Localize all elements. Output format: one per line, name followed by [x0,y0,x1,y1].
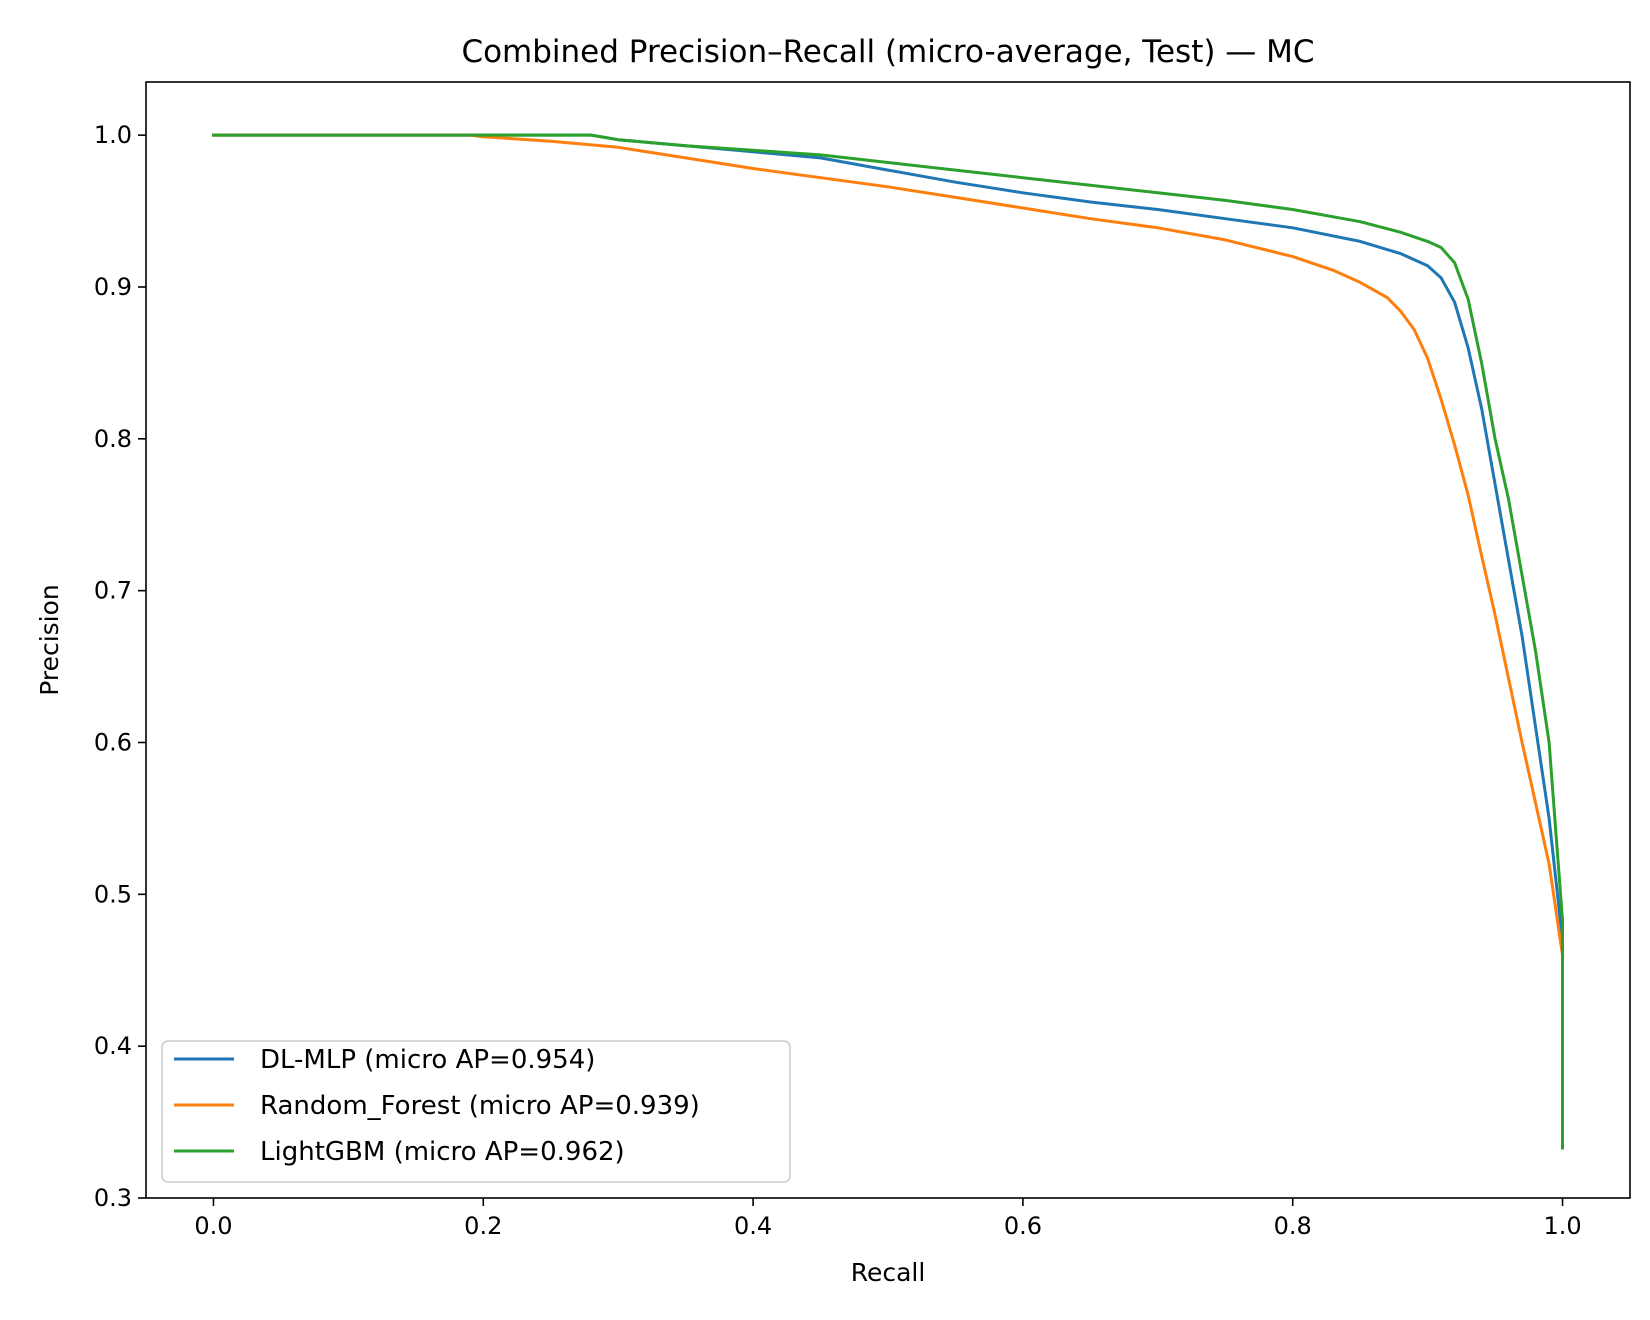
y-tick-label: 0.5 [94,880,132,908]
legend-label: DL-MLP (micro AP=0.954) [260,1045,595,1075]
legend-label: Random_Forest (micro AP=0.939) [260,1091,700,1121]
x-tick-label: 0.4 [734,1212,772,1240]
x-axis: 0.0 0.2 0.4 0.6 0.8 1.0 [194,1198,1582,1240]
x-tick-label: 0.6 [1004,1212,1042,1240]
plot-area [212,133,1565,1150]
legend: DL-MLP (micro AP=0.954) Random_Forest (mi… [161,1040,791,1183]
x-axis-title: Recall [851,1258,926,1287]
y-tick-label: 0.3 [94,1184,132,1212]
series-line-3 [212,133,1564,1150]
y-axis-title: Precision [35,584,64,696]
legend-label: LightGBM (micro AP=0.962) [260,1137,625,1167]
y-tick-label: 0.4 [94,1032,132,1060]
chart-title: Combined Precision–Recall (micro-average… [461,34,1314,70]
y-tick-label: 0.6 [94,728,132,756]
x-tick-label: 0.2 [464,1212,502,1240]
x-tick-label: 0.8 [1274,1212,1312,1240]
x-tick-label: 1.0 [1543,1212,1581,1240]
series-line-2 [212,133,1565,957]
axes-frame [145,81,1631,1199]
y-tick-label: 0.7 [94,577,132,605]
y-tick-label: 0.9 [94,273,132,301]
y-tick-label: 0.8 [94,425,132,453]
legend-box [161,1040,791,1183]
x-tick-label: 0.0 [194,1212,232,1240]
y-tick-label: 1.0 [94,121,132,149]
y-axis: 0.3 0.4 0.5 0.6 0.7 0.8 0.9 1.0 [94,121,146,1212]
